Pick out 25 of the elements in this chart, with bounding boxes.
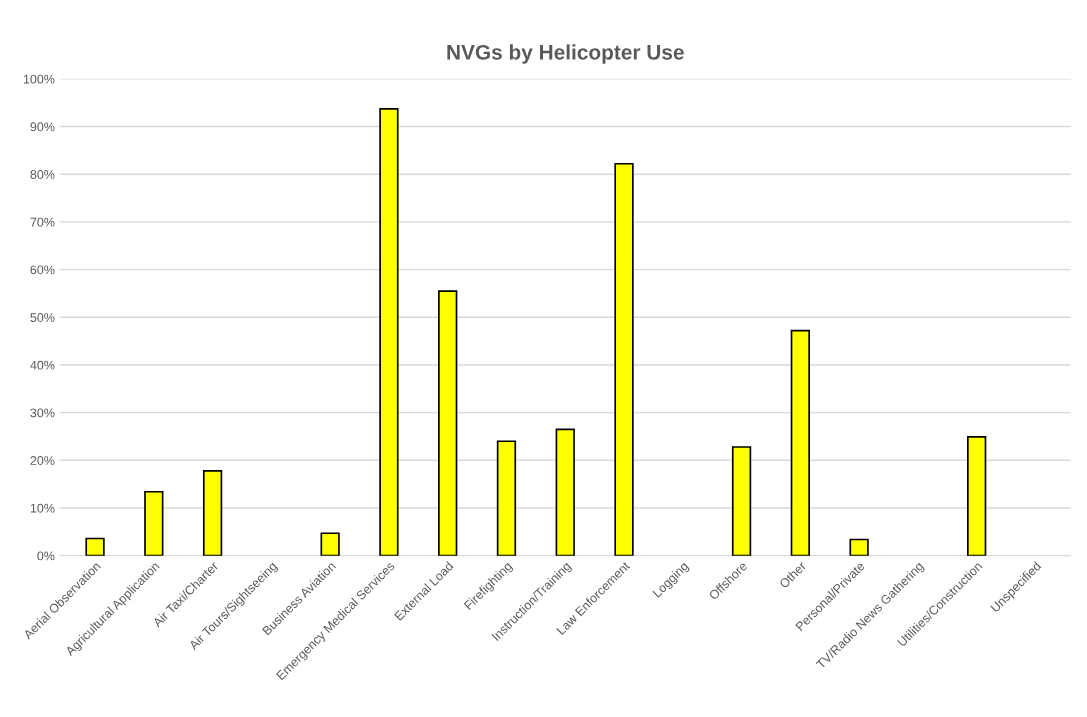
y-tick-label: 0%	[37, 551, 55, 561]
y-tick-label: 50%	[30, 313, 55, 322]
y-tick-label: 70%	[30, 217, 55, 227]
y-tick-label: 10%	[30, 503, 55, 513]
bar	[202, 469, 223, 556]
bar	[731, 446, 752, 556]
bar	[849, 538, 869, 556]
y-tick-label: 90%	[30, 122, 55, 132]
chart-title: NVGs by Helicopter Use	[447, 44, 684, 64]
y-tick-label: 80%	[30, 170, 55, 179]
bar	[614, 162, 634, 556]
bar	[967, 436, 987, 556]
bar	[85, 537, 105, 556]
y-tick-label: 100%	[23, 74, 55, 84]
y-tick-label: 30%	[30, 408, 55, 418]
bar	[555, 428, 575, 556]
y-tick-label: 40%	[30, 360, 55, 370]
bar	[320, 532, 340, 556]
y-tick-label: 60%	[30, 265, 55, 275]
bar	[496, 440, 517, 556]
bar	[144, 490, 164, 556]
bar	[790, 329, 810, 556]
y-tick-label: 20%	[30, 456, 55, 465]
bar	[379, 108, 399, 556]
bar	[438, 290, 458, 556]
